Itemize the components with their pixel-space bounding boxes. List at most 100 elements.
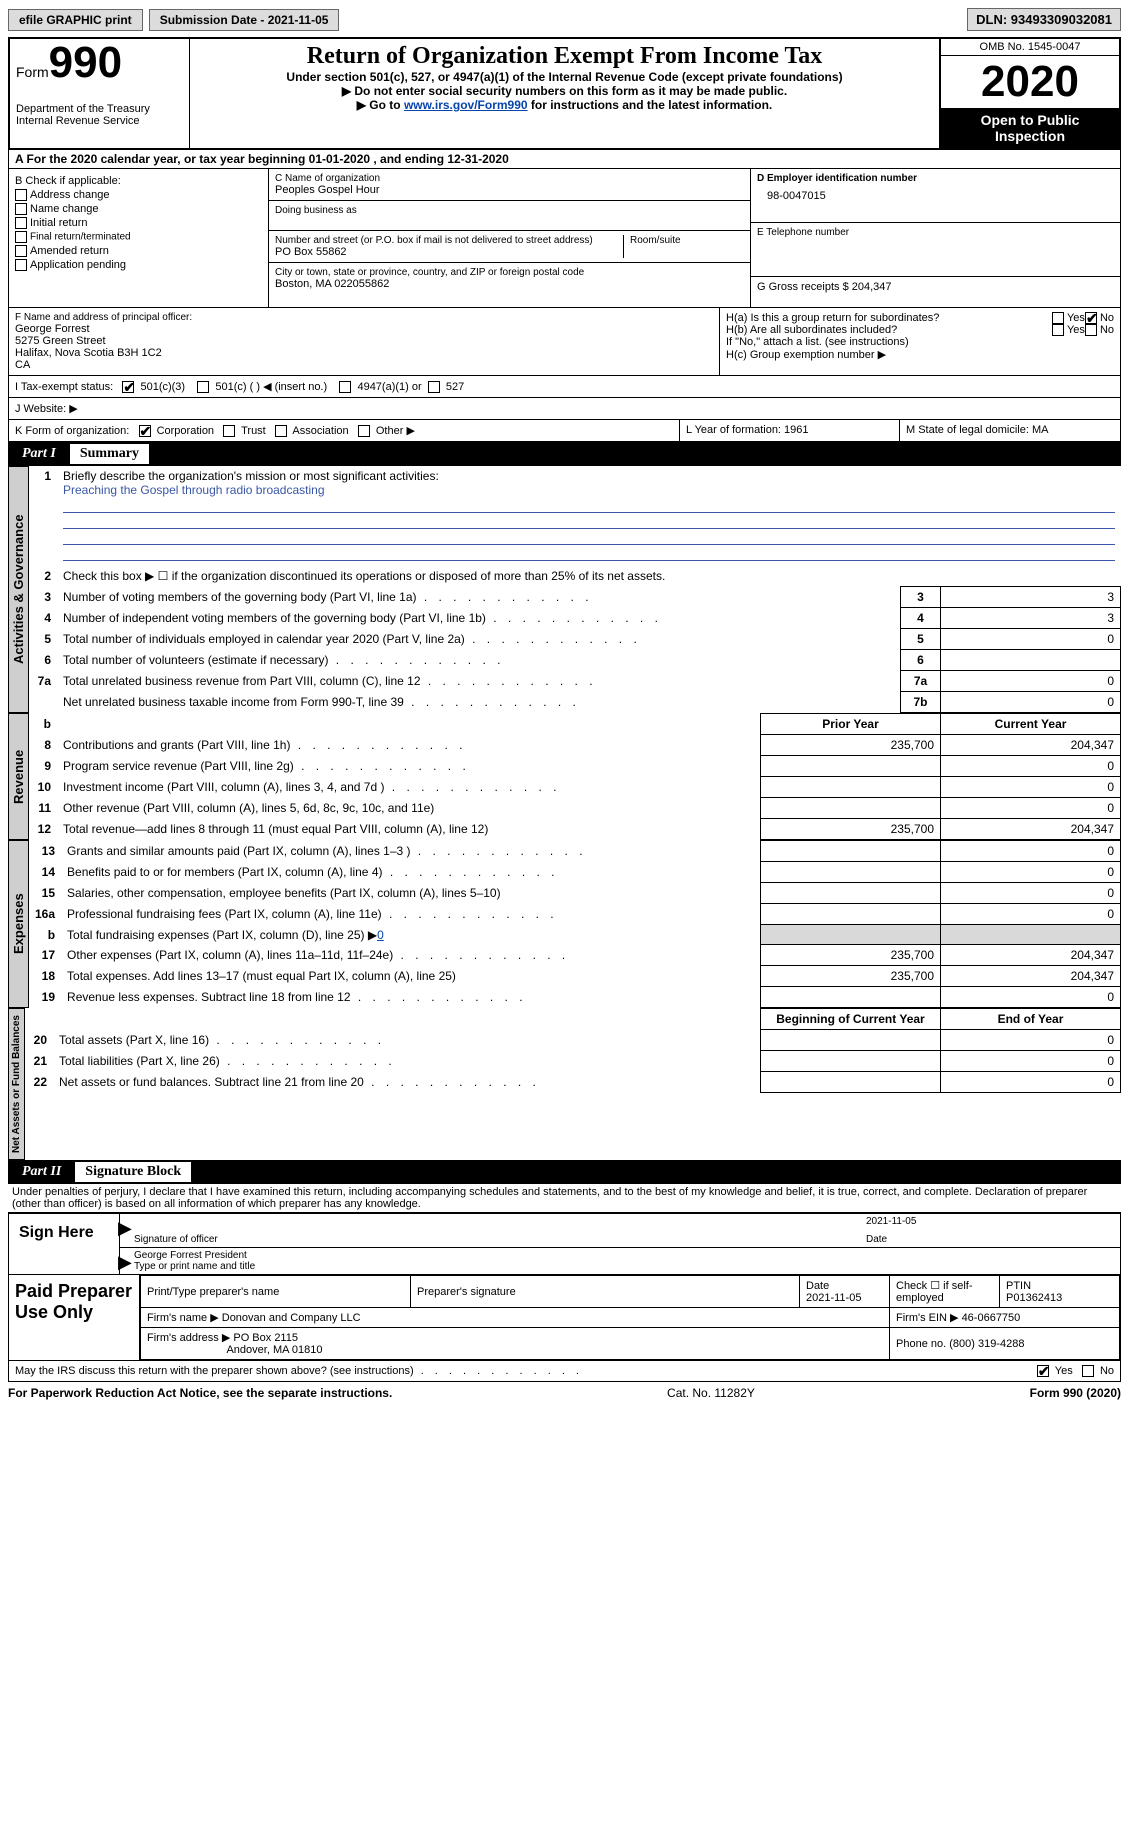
chk-other[interactable] [358,425,370,437]
label-room: Room/suite [630,235,744,246]
may-discuss: May the IRS discuss this return with the… [15,1365,1037,1377]
part1-title: Summary [70,444,149,464]
instructions-link[interactable]: www.irs.gov/Form990 [404,98,528,112]
chk-assoc[interactable] [275,425,287,437]
line7a: Total unrelated business revenue from Pa… [63,674,597,688]
c11: 0 [941,798,1121,819]
hdr-end: End of Year [941,1009,1121,1030]
line22: Net assets or fund balances. Subtract li… [59,1075,540,1089]
chk-ha-yes[interactable] [1052,312,1064,324]
tax-year: 2020 [941,56,1119,108]
prep-date-label: Date [806,1280,829,1292]
officer-name: George Forrest [15,323,713,335]
v7a: 0 [941,671,1121,692]
footer-right: Form 990 (2020) [1030,1386,1121,1400]
p18: 235,700 [761,966,941,987]
chk-hb-yes[interactable] [1052,324,1064,336]
p17: 235,700 [761,945,941,966]
p10 [761,777,941,798]
prep-ptin-val: P01362413 [1006,1292,1062,1304]
chk-trust[interactable] [223,425,235,437]
line5: Total number of individuals employed in … [63,632,641,646]
gross-receipts: G Gross receipts $ 204,347 [757,281,1114,293]
firm-name: Donovan and Company LLC [222,1312,361,1324]
hdr-curr: Current Year [941,714,1121,735]
org-city: Boston, MA 022055862 [275,278,744,290]
line9: Program service revenue (Part VIII, line… [63,759,470,773]
line2: Check this box ▶ ☐ if the organization d… [57,566,1121,587]
line19: Revenue less expenses. Subtract line 18 … [67,990,527,1004]
tab-expenses: Expenses [8,840,29,1008]
firm-name-label: Firm's name ▶ [147,1312,219,1324]
label-ein: D Employer identification number [757,173,1114,184]
p11 [761,798,941,819]
firm-phone: (800) 319-4288 [949,1338,1024,1350]
dln: DLN: 93493309032081 [967,8,1121,31]
firm-ein: 46-0667750 [962,1312,1021,1324]
col-b-title: B Check if applicable: [15,175,262,187]
label-officer: F Name and address of principal officer: [15,312,713,323]
c16a: 0 [941,904,1121,925]
tab-revenue: Revenue [8,713,29,840]
org-address: PO Box 55862 [275,246,623,258]
line16b: Total fundraising expenses (Part IX, col… [67,928,377,942]
v3: 3 [941,587,1121,608]
tab-netassets: Net Assets or Fund Balances [8,1008,25,1160]
row-m-state: M State of legal domicile: MA [900,420,1120,441]
part2-title: Signature Block [75,1162,191,1182]
row-k-label: K Form of organization: [15,425,129,437]
chk-527[interactable] [428,381,440,393]
efile-button[interactable]: efile GRAPHIC print [8,9,143,31]
chk-discuss-no[interactable] [1082,1365,1094,1377]
footer-left: For Paperwork Reduction Act Notice, see … [8,1386,392,1400]
prep-selfemp: Check ☐ if self-employed [890,1276,1000,1308]
open-public: Open to Public Inspection [941,108,1119,148]
chk-ha-no[interactable] [1085,312,1097,324]
firm-addr1: PO Box 2115 [233,1332,298,1344]
line8: Contributions and grants (Part VIII, lin… [63,738,466,752]
prep-sig-label: Preparer's signature [411,1276,800,1308]
v7b: 0 [941,692,1121,713]
chk-501c3[interactable] [122,381,134,393]
prep-ptin-label: PTIN [1006,1280,1031,1292]
firm-ein-label: Firm's EIN ▶ [896,1312,959,1324]
footer-mid: Cat. No. 11282Y [667,1386,755,1400]
chk-hb-no[interactable] [1085,324,1097,336]
label-dba: Doing business as [275,205,744,216]
c18: 204,347 [941,966,1121,987]
c21: 0 [941,1051,1121,1072]
part1-num: Part I [8,444,70,464]
chk-4947[interactable] [339,381,351,393]
chk-501c[interactable] [197,381,209,393]
row-l-year: L Year of formation: 1961 [680,420,900,441]
line17: Other expenses (Part IX, column (A), lin… [67,948,569,962]
chk-final-return[interactable] [15,231,27,243]
row-i-label: I Tax-exempt status: [15,381,113,393]
v6 [941,650,1121,671]
form-title: Return of Organization Exempt From Incom… [194,43,935,70]
chk-discuss-yes[interactable] [1037,1365,1049,1377]
chk-corp[interactable] [139,425,151,437]
line11: Other revenue (Part VIII, column (A), li… [63,801,434,815]
line18: Total expenses. Add lines 13–17 (must eq… [67,969,456,983]
chk-name-change[interactable] [15,203,27,215]
line16a: Professional fundraising fees (Part IX, … [67,907,558,921]
firm-addr2: Andover, MA 01810 [226,1344,322,1356]
chk-initial-return[interactable] [15,217,27,229]
line15: Salaries, other compensation, employee b… [67,886,501,900]
c12: 204,347 [941,819,1121,840]
line12: Total revenue—add lines 8 through 11 (mu… [63,822,488,836]
line14: Benefits paid to or for members (Part IX… [67,865,558,879]
tab-activities: Activities & Governance [8,466,29,713]
omb-number: OMB No. 1545-0047 [941,39,1119,56]
p9 [761,756,941,777]
line13: Grants and similar amounts paid (Part IX… [67,844,587,858]
declaration: Under penalties of perjury, I declare th… [8,1184,1121,1212]
hc-label: H(c) Group exemption number ▶ [726,348,1114,361]
chk-application-pending[interactable] [15,259,27,271]
chk-address-change[interactable] [15,189,27,201]
ein-value: 98-0047015 [757,184,1114,202]
chk-amended-return[interactable] [15,245,27,257]
goto-suffix: for instructions and the latest informat… [528,98,773,112]
goto-prefix: ▶ Go to [357,98,404,112]
